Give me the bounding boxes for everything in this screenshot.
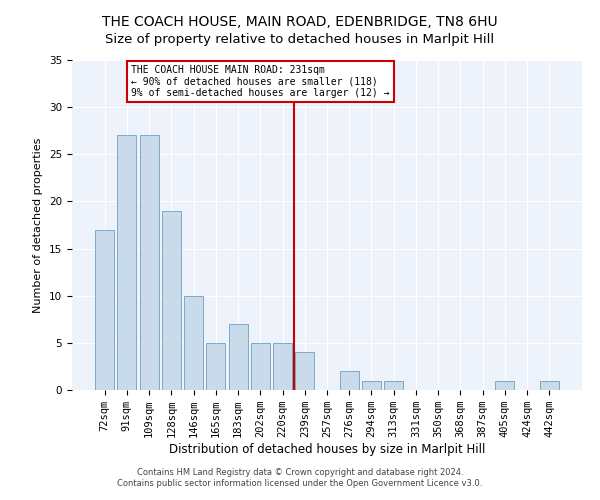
Bar (295, 352, 314, 390)
Bar (95, 230, 114, 390)
Text: THE COACH HOUSE MAIN ROAD: 231sqm
← 90% of detached houses are smaller (118)
9% : THE COACH HOUSE MAIN ROAD: 231sqm ← 90% … (131, 64, 390, 98)
Bar (184, 296, 203, 390)
Text: Size of property relative to detached houses in Marlpit Hill: Size of property relative to detached ho… (106, 32, 494, 46)
Bar (140, 136, 158, 390)
X-axis label: Distribution of detached houses by size in Marlpit Hill: Distribution of detached houses by size … (169, 443, 485, 456)
Bar (229, 324, 248, 390)
Bar (251, 343, 270, 390)
Bar (362, 380, 381, 390)
Bar (118, 136, 136, 390)
Bar (340, 371, 359, 390)
Bar (540, 380, 559, 390)
Y-axis label: Number of detached properties: Number of detached properties (34, 138, 43, 312)
Bar (496, 380, 514, 390)
Bar (384, 380, 403, 390)
Bar (162, 211, 181, 390)
Bar (273, 343, 292, 390)
Text: Contains HM Land Registry data © Crown copyright and database right 2024.
Contai: Contains HM Land Registry data © Crown c… (118, 468, 482, 487)
Bar (206, 343, 225, 390)
Text: THE COACH HOUSE, MAIN ROAD, EDENBRIDGE, TN8 6HU: THE COACH HOUSE, MAIN ROAD, EDENBRIDGE, … (102, 15, 498, 29)
